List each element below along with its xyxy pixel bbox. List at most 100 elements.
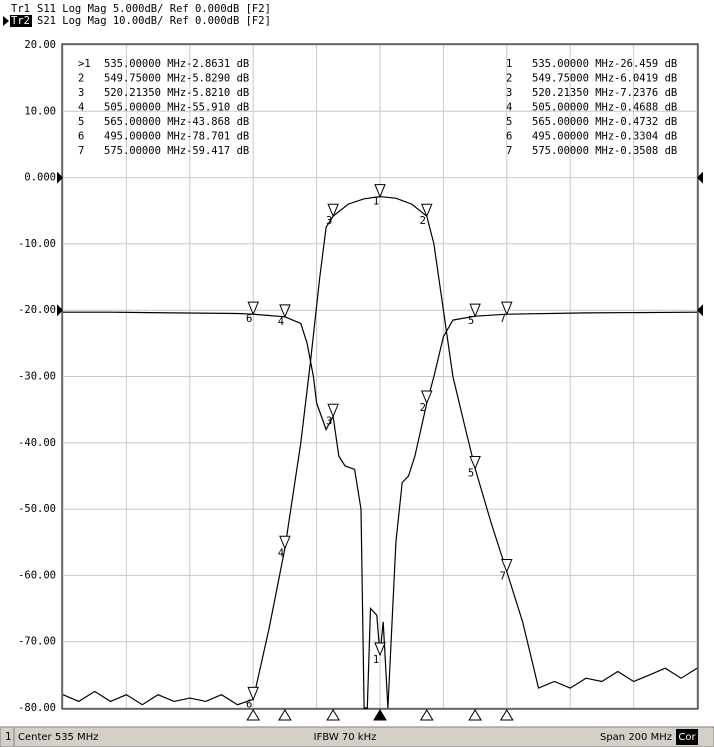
marker-value: -2.8631 dB xyxy=(186,58,249,70)
marker-number: 5 xyxy=(468,467,474,479)
y-tick-label: 10.00 xyxy=(24,105,56,117)
stimulus-marker xyxy=(419,709,434,721)
span: Span 200 MHz xyxy=(600,732,672,743)
marker-value: -78.701 dB xyxy=(186,131,249,143)
marker xyxy=(247,301,259,316)
marker-value: -7.2376 dB xyxy=(614,87,677,99)
marker-value: -55.910 dB xyxy=(186,102,249,114)
active-trace-arrow xyxy=(3,16,9,26)
marker-id: 5 xyxy=(78,116,84,128)
trace-name: Tr2 xyxy=(11,15,30,27)
marker-frequency: 495.00000 MHz xyxy=(104,131,186,143)
ref-arrow xyxy=(57,304,63,317)
ref-arrow xyxy=(697,304,703,317)
marker xyxy=(469,455,481,470)
y-tick-label: -60.00 xyxy=(18,569,56,581)
marker xyxy=(279,304,291,319)
cor-box xyxy=(676,729,698,745)
y-tick-label: 0.000 xyxy=(24,172,56,184)
ref-arrow xyxy=(57,171,63,184)
marker-id: 4 xyxy=(506,102,512,114)
marker-value: -0.3508 dB xyxy=(614,145,677,157)
stimulus-marker xyxy=(326,709,341,721)
marker-value: -5.8210 dB xyxy=(186,87,249,99)
marker-frequency: 535.00000 MHz xyxy=(532,58,614,70)
ref-arrow xyxy=(697,171,703,184)
marker-id: 4 xyxy=(78,102,84,114)
ifbw: IFBW 70 kHz xyxy=(314,732,377,743)
marker-frequency: 549.75000 MHz xyxy=(104,73,186,85)
y-tick-label: -30.00 xyxy=(18,371,56,383)
channel-number: 1 xyxy=(5,731,11,743)
y-tick-label: -10.00 xyxy=(18,238,56,250)
marker xyxy=(279,535,291,550)
marker-value: -5.8290 dB xyxy=(186,73,249,85)
y-tick-label: -40.00 xyxy=(18,437,56,449)
marker-number: 4 xyxy=(278,316,284,328)
marker-frequency: 505.00000 MHz xyxy=(532,102,614,114)
y-tick-label: -20.00 xyxy=(18,304,56,316)
marker-number: 7 xyxy=(500,571,506,583)
stimulus-marker xyxy=(468,709,482,721)
marker-frequency: 535.00000 MHz xyxy=(104,58,186,70)
marker-number: 4 xyxy=(278,547,284,559)
marker xyxy=(469,303,481,318)
trace-name: Tr1 xyxy=(11,3,30,15)
marker-value: -59.417 dB xyxy=(186,145,249,157)
marker-value: -43.868 dB xyxy=(186,116,249,128)
marker-value: -0.4732 dB xyxy=(614,116,677,128)
marker-frequency: 565.00000 MHz xyxy=(104,116,186,128)
marker-frequency: 520.21350 MHz xyxy=(532,87,614,99)
marker-number: 2 xyxy=(420,402,426,414)
marker-id: >1 xyxy=(78,58,91,70)
marker-number: 7 xyxy=(500,313,506,325)
marker-value: -26.459 dB xyxy=(614,58,677,70)
trace-line xyxy=(62,195,698,706)
marker-number: 3 xyxy=(326,215,332,227)
status-bar xyxy=(0,726,714,747)
plot-frame xyxy=(61,43,699,710)
correction-status: Cor xyxy=(678,732,696,743)
marker-number: 1 xyxy=(373,196,379,208)
marker xyxy=(374,642,386,657)
marker xyxy=(327,203,339,218)
marker-id: 5 xyxy=(506,116,512,128)
trace-line xyxy=(63,311,698,709)
y-tick-label: -80.00 xyxy=(18,702,56,714)
marker-frequency: 495.00000 MHz xyxy=(532,131,614,143)
marker-number: 5 xyxy=(468,315,474,327)
marker-frequency: 549.75000 MHz xyxy=(532,73,614,85)
marker-id: 6 xyxy=(78,131,84,143)
marker-id: 7 xyxy=(506,145,512,157)
marker-frequency: 520.21350 MHz xyxy=(104,87,186,99)
marker-id: 3 xyxy=(78,87,84,99)
active-trace-highlight xyxy=(10,15,32,27)
marker-id: 1 xyxy=(506,58,512,70)
marker-frequency: 575.00000 MHz xyxy=(104,145,186,157)
marker-number: 6 xyxy=(246,698,252,710)
y-tick-label: -50.00 xyxy=(18,503,56,515)
marker-frequency: 575.00000 MHz xyxy=(532,145,614,157)
marker xyxy=(501,559,513,573)
marker-id: 7 xyxy=(78,145,84,157)
marker-number: 6 xyxy=(246,313,252,325)
marker xyxy=(421,390,433,405)
stimulus-marker xyxy=(373,709,387,721)
y-tick-label: 20.00 xyxy=(24,39,56,51)
marker xyxy=(501,301,513,316)
y-tick-label: -70.00 xyxy=(18,636,56,648)
marker-frequency: 565.00000 MHz xyxy=(532,116,614,128)
trace-settings: S11 Log Mag 5.000dB/ Ref 0.000dB [F2] xyxy=(37,3,271,15)
marker-frequency: 505.00000 MHz xyxy=(104,102,186,114)
marker-number: 1 xyxy=(373,654,379,666)
stimulus-marker xyxy=(278,709,292,721)
marker-id: 2 xyxy=(78,73,84,85)
marker-id: 3 xyxy=(506,87,512,99)
marker-value: -6.0419 dB xyxy=(614,73,677,85)
marker-id: 6 xyxy=(506,131,512,143)
marker xyxy=(327,403,339,418)
trace-settings: S21 Log Mag 10.00dB/ Ref 0.000dB [F2] xyxy=(37,15,271,27)
